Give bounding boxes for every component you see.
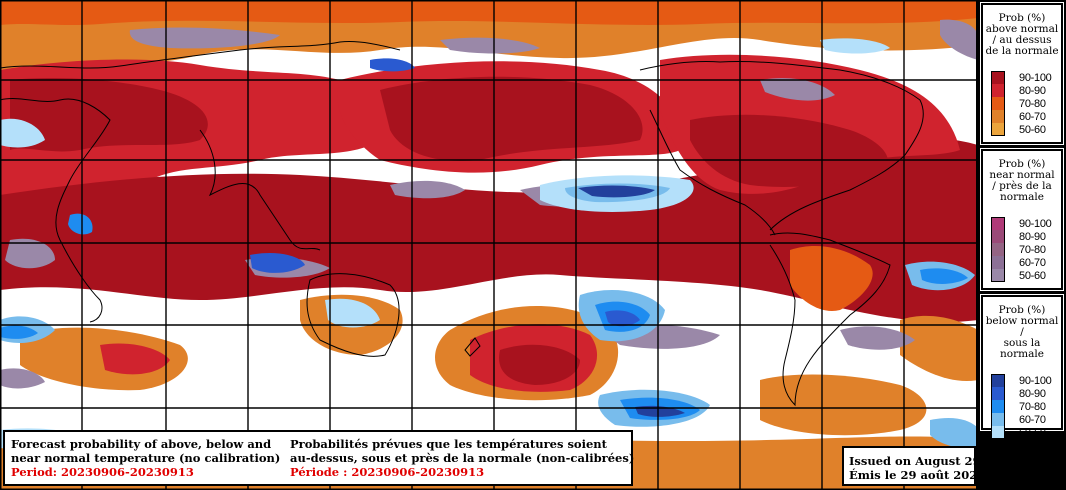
issued-fr: Émis le 29 août 2023 à 00Z bbox=[849, 468, 978, 482]
legend-below-row: 90-100 bbox=[991, 374, 1061, 387]
range-label: 70-80 bbox=[1019, 400, 1046, 413]
range-label: 60-70 bbox=[1019, 413, 1046, 426]
swatch-near-70-80 bbox=[991, 243, 1005, 256]
swatch-above-70-80 bbox=[991, 97, 1005, 110]
forecast-probability-map: Forecast probability of above, below and… bbox=[0, 0, 978, 490]
issued-box: Issued on August 29 2023 at 00Z Émis le … bbox=[842, 446, 976, 486]
lat-lon-grid bbox=[0, 0, 976, 490]
legend-near-title: Prob (%) near normal / près de la normal… bbox=[989, 158, 1055, 203]
range-label: 50-60 bbox=[1019, 123, 1046, 136]
legend-above-normal: Prob (%) above normal / au dessus de la … bbox=[980, 2, 1064, 145]
legend-below-row: 80-90 bbox=[991, 387, 1061, 400]
range-label: 50-60 bbox=[1019, 269, 1046, 282]
title-en-line1: Forecast probability of above, below and bbox=[11, 437, 272, 451]
range-label: 90-100 bbox=[1019, 71, 1052, 84]
swatch-below-80-90 bbox=[991, 387, 1005, 400]
swatch-near-80-90 bbox=[991, 230, 1005, 243]
legend-above-rows: 90-100 80-90 70-80 60-70 50-60 bbox=[991, 71, 1061, 136]
legend-below-rows: 90-100 80-90 70-80 60-70 50-60 bbox=[991, 374, 1061, 439]
swatch-above-50-60 bbox=[991, 123, 1005, 136]
period-en: Period: 20230906-20230913 bbox=[11, 465, 194, 479]
swatch-below-90-100 bbox=[991, 374, 1005, 387]
legend-near-normal: Prob (%) near normal / près de la normal… bbox=[980, 148, 1064, 291]
legend-below-row: 60-70 bbox=[991, 413, 1061, 426]
legend-above-title: Prob (%) above normal / au dessus de la … bbox=[985, 12, 1059, 57]
range-label: 50-60 bbox=[1019, 426, 1046, 439]
legend-below-title: Prob (%) below normal / sous la normale bbox=[985, 304, 1059, 360]
legend-above-row: 90-100 bbox=[991, 71, 1061, 84]
legend-near-rows: 90-100 80-90 70-80 60-70 50-60 bbox=[991, 217, 1061, 282]
description-french: Probabilités prévues que les température… bbox=[290, 437, 634, 479]
swatch-above-60-70 bbox=[991, 110, 1005, 123]
title-en-line2: near normal temperature (no calibration) bbox=[11, 451, 281, 465]
range-label: 90-100 bbox=[1019, 374, 1052, 387]
description-english: Forecast probability of above, below and… bbox=[11, 437, 280, 479]
legend-above-row: 50-60 bbox=[991, 123, 1061, 136]
legend-column: Prob (%) above normal / au dessus de la … bbox=[978, 0, 1066, 490]
map-canvas bbox=[0, 0, 976, 490]
swatch-above-90-100 bbox=[991, 71, 1005, 84]
legend-near-row: 70-80 bbox=[991, 243, 1061, 256]
legend-above-row: 60-70 bbox=[991, 110, 1061, 123]
legend-above-row: 80-90 bbox=[991, 84, 1061, 97]
title-fr-line2: au-dessus, sous et près de la normale (n… bbox=[290, 451, 635, 465]
swatch-below-50-60 bbox=[991, 426, 1005, 439]
range-label: 80-90 bbox=[1019, 230, 1046, 243]
above-normal-field bbox=[0, 0, 976, 490]
swatch-near-90-100 bbox=[991, 217, 1005, 230]
swatch-near-60-70 bbox=[991, 256, 1005, 269]
swatch-above-80-90 bbox=[991, 84, 1005, 97]
range-label: 70-80 bbox=[1019, 97, 1046, 110]
range-label: 90-100 bbox=[1019, 217, 1052, 230]
legend-below-normal: Prob (%) below normal / sous la normale … bbox=[980, 294, 1064, 439]
legend-below-row: 70-80 bbox=[991, 400, 1061, 413]
legend-near-row: 90-100 bbox=[991, 217, 1061, 230]
period-fr: Période : 20230906-20230913 bbox=[290, 465, 485, 479]
range-label: 60-70 bbox=[1019, 110, 1046, 123]
range-label: 70-80 bbox=[1019, 243, 1046, 256]
range-label: 80-90 bbox=[1019, 387, 1046, 400]
legend-below-row: 50-60 bbox=[991, 426, 1061, 439]
coastlines bbox=[0, 41, 924, 407]
legend-near-row: 80-90 bbox=[991, 230, 1061, 243]
legend-above-row: 70-80 bbox=[991, 97, 1061, 110]
title-fr-line1: Probabilités prévues que les température… bbox=[290, 437, 607, 451]
swatch-near-50-60 bbox=[991, 269, 1005, 282]
swatch-below-70-80 bbox=[991, 400, 1005, 413]
forecast-description-box: Forecast probability of above, below and… bbox=[3, 430, 634, 486]
range-label: 60-70 bbox=[1019, 256, 1046, 269]
issued-en: Issued on August 29 2023 at 00Z bbox=[849, 454, 976, 468]
legend-near-row: 50-60 bbox=[991, 269, 1061, 282]
range-label: 80-90 bbox=[1019, 84, 1046, 97]
swatch-below-60-70 bbox=[991, 413, 1005, 426]
legend-near-row: 60-70 bbox=[991, 256, 1061, 269]
